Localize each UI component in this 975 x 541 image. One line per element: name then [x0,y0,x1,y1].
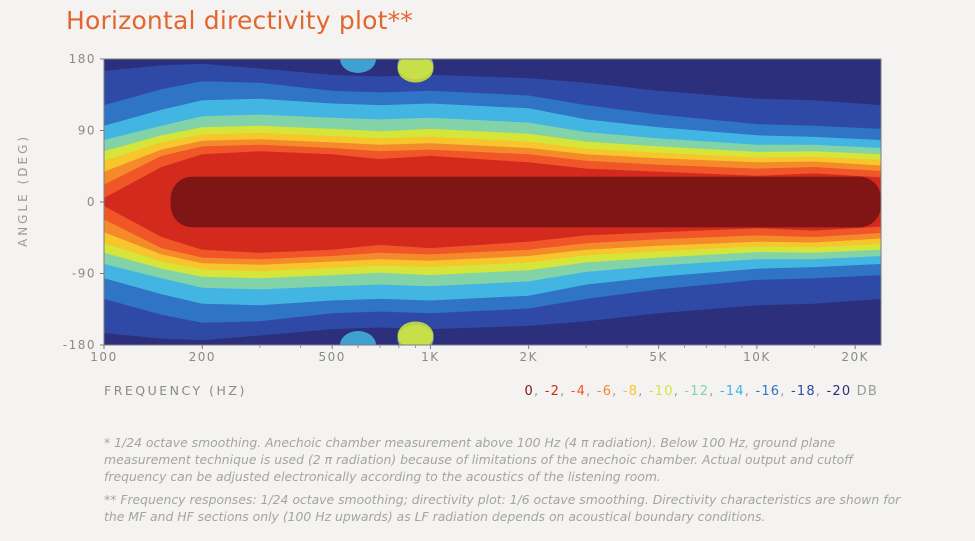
legend-separator: , [560,384,571,399]
legend-level: -12 [684,384,709,399]
legend-level: -18 [791,384,816,399]
legend-separator: , [745,384,756,399]
rear-lobe [397,321,434,345]
legend-level: -4 [571,384,586,399]
legend-separator: , [638,384,649,399]
level-band-0 [170,176,881,228]
page-title: Horizontal directivity plot** [66,6,414,35]
x-tick-label: 5K [649,350,668,364]
rear-lobe [397,59,434,83]
x-tick-label: 2K [519,350,538,364]
x-tick-label: 200 [189,350,216,364]
x-tick-label: 100 [90,350,117,364]
directivity-chart: 180 90 0 -90 -180 100 200 500 1K 2K 5K 10K 20K FREQUE… [16,52,882,399]
legend-level: -20 [826,384,851,399]
level-legend-text: 0, -2, -4, -6, -8, -10, -12, -14, -16, -… [525,384,878,399]
x-tick-label: 10K [743,350,771,364]
level-legend: 0, -2, -4, -6, -8, -10, -12, -14, -16, -… [525,384,878,399]
legend-separator: , [709,384,720,399]
rear-lobe [340,59,377,73]
heatmap-area [104,59,881,345]
legend-separator: , [612,384,623,399]
legend-unit: DB [857,384,878,399]
legend-separator: , [586,384,597,399]
legend-level: 0 [525,384,534,399]
legend-separator: , [816,384,827,399]
footnotes: * 1/24 octave smoothing. Anechoic chambe… [104,434,904,531]
x-axis-label: FREQUENCY (HZ) [104,383,247,398]
legend-level: -16 [755,384,780,399]
y-tick-label: 180 [69,52,96,66]
footnote-2: ** Frequency responses: 1/24 octave smoo… [104,492,901,524]
y-axis-label: ANGLE (DEG) [16,133,30,247]
legend-level: -10 [649,384,674,399]
footnote-1: * 1/24 octave smoothing. Anechoic chambe… [104,435,854,484]
legend-separator: , [674,384,685,399]
rear-lobe [340,331,377,345]
legend-level: -8 [623,384,638,399]
legend-separator: , [534,384,545,399]
y-tick-label: -90 [72,267,96,281]
legend-separator: , [780,384,791,399]
legend-level: -6 [597,384,612,399]
x-tick-label: 20K [841,350,869,364]
legend-level: -14 [720,384,745,399]
y-tick-label: 0 [87,195,96,209]
y-tick-label: 90 [78,124,96,138]
y-tick-label: -180 [63,338,96,352]
x-tick-label: 500 [318,350,345,364]
x-tick-label: 1K [421,350,440,364]
legend-level: -2 [545,384,560,399]
